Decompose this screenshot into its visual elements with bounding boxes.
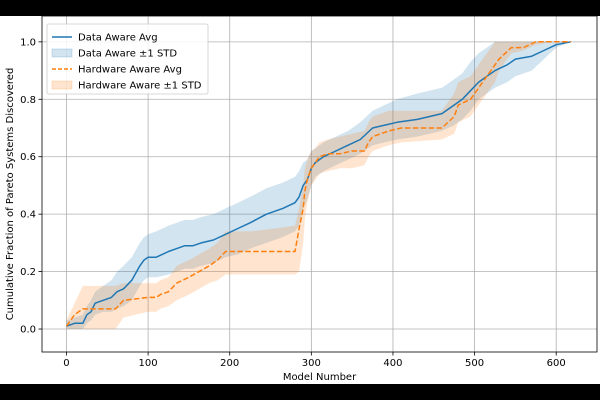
- legend-label-hardware-aware-std: Hardware Aware ±1 STD: [78, 81, 202, 92]
- y-tick-label: 0.0: [20, 325, 36, 336]
- y-tick-label: 0.2: [20, 267, 36, 278]
- legend-box: [46, 23, 209, 95]
- y-tick-label: 0.4: [20, 210, 36, 221]
- x-tick-label: 200: [220, 358, 239, 369]
- x-axis-label: Model Number: [283, 372, 357, 383]
- band-hardware-aware-1-std: [66, 41, 571, 330]
- x-tick-label: 100: [139, 358, 158, 369]
- figure: 0 100 200 300 400 500 600 0.0 0.2 0.4 0.6 0.8 1.0 Mo…: [0, 16, 600, 384]
- grid: [42, 16, 597, 352]
- legend-label-hardware-aware-avg: Hardware Aware Avg: [78, 65, 182, 76]
- band-data-aware-1-std: [66, 41, 571, 330]
- line-data-aware-avg: [66, 41, 572, 327]
- line-chart: 0 100 200 300 400 500 600 0.0 0.2 0.4 0.6 0.8 1.0 Mo…: [5, 16, 598, 383]
- y-tick-label: 1.0: [20, 37, 36, 48]
- std-bands: [66, 41, 571, 330]
- x-tick-label: 400: [383, 358, 402, 369]
- legend-label-data-aware-std: Data Aware ±1 STD: [78, 49, 177, 60]
- legend-symbol-hardware-aware-std: [51, 80, 73, 90]
- y-tick-label: 0.6: [20, 152, 36, 163]
- x-tick-label: 600: [547, 358, 566, 369]
- line-hardware-aware-avg: [65, 41, 571, 327]
- plot-frame: [41, 16, 598, 353]
- legend-symbol-data-aware-std: [51, 48, 73, 58]
- legend: Data Aware Avg Data Aware ±1 STD Hardwar…: [46, 23, 209, 95]
- x-tick-label: 300: [302, 358, 321, 369]
- y-tick-label: 0.8: [20, 95, 36, 106]
- legend-label-data-aware-avg: Data Aware Avg: [78, 33, 158, 44]
- y-axis-label: Cumulative Fraction of Pareto Systems Di…: [5, 68, 16, 321]
- series-lines: [65, 41, 572, 327]
- axis-ticks: 0 100 200 300 400 500 600 0.0 0.2 0.4 0.6 0.8 1.0: [20, 37, 566, 369]
- x-tick-label: 500: [465, 358, 484, 369]
- x-tick-label: 0: [63, 358, 69, 369]
